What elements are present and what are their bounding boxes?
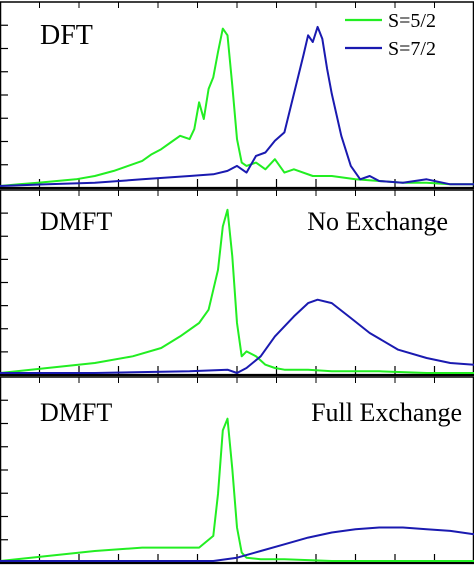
panel-1-label: DFT xyxy=(40,20,93,51)
panel-1-series-s52-line xyxy=(0,27,474,187)
panel-2-series-s52-line xyxy=(0,208,474,374)
panel-2-sublabel: No Exchange xyxy=(307,207,448,236)
legend-label-s52: S=5/2 xyxy=(388,10,436,32)
legend-label-s72: S=7/2 xyxy=(388,38,436,60)
panel-2-label: DMFT xyxy=(40,207,112,236)
panel-3-sublabel: Full Exchange xyxy=(311,398,462,427)
panel-3-series-s52-line xyxy=(0,417,474,562)
panel-1-series-s72-line xyxy=(0,25,474,187)
panel-3-label: DMFT xyxy=(40,398,112,427)
legend: S=5/2 S=7/2 xyxy=(345,10,436,60)
panel-3-series-s72-line xyxy=(0,526,474,562)
curves xyxy=(0,25,474,562)
panel-2-series-s72-line xyxy=(0,298,474,374)
